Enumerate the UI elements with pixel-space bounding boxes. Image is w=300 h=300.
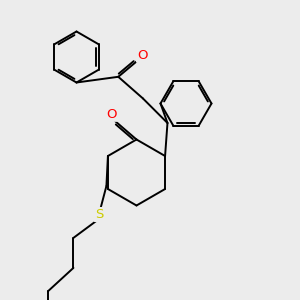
Text: O: O [137, 49, 148, 62]
Text: O: O [107, 108, 117, 121]
Text: S: S [95, 208, 103, 221]
